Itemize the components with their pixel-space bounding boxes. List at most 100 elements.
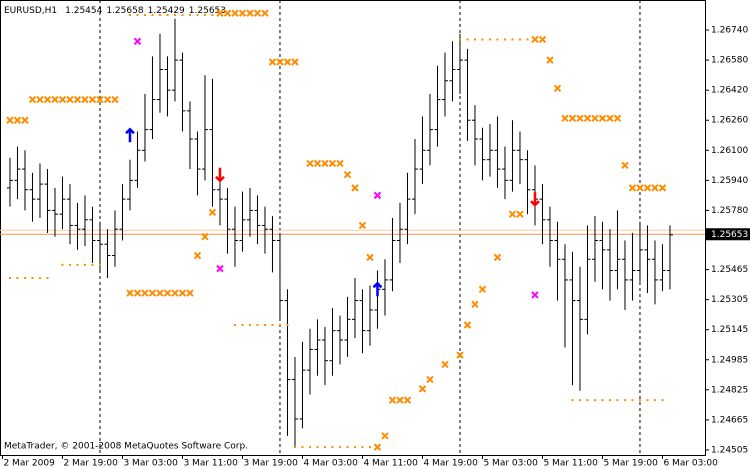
cross-marker: [561, 114, 569, 123]
level-dot: [638, 399, 641, 402]
level-dot: [623, 399, 626, 402]
x-tick-label: 3 Mar 19:00: [243, 459, 298, 469]
y-tick-label: 1.25465: [711, 265, 748, 275]
cross-marker: [43, 95, 52, 104]
level-dot: [241, 324, 244, 326]
x-tick-label: 5 Mar 19:00: [603, 459, 658, 469]
cross-marker: [366, 253, 374, 262]
cross-marker: [238, 9, 247, 17]
cross-marker: [208, 208, 217, 216]
last-price-box: [706, 228, 750, 241]
signal-marker: [216, 264, 224, 273]
cross-marker: [133, 289, 142, 297]
level-dot: [316, 446, 319, 449]
cross-marker: [456, 351, 464, 359]
header-value: 1.25658: [106, 6, 143, 16]
y-tick-label: 1.25940: [711, 176, 748, 186]
cross-marker: [231, 9, 239, 17]
level-dot: [143, 14, 146, 17]
level-dot: [511, 38, 514, 41]
cross-marker: [88, 95, 97, 104]
cross-marker: [628, 184, 637, 192]
level-dot: [61, 263, 64, 266]
level-dot: [203, 14, 206, 17]
cross-marker: [591, 114, 599, 123]
cross-marker: [276, 58, 284, 66]
cross-marker: [141, 289, 149, 297]
level-dot: [571, 399, 574, 402]
level-dot: [338, 446, 341, 449]
cross-marker: [193, 251, 202, 260]
level-dot: [601, 399, 604, 402]
cross-marker: [463, 321, 472, 329]
cross-marker: [246, 9, 254, 17]
level-dot: [91, 263, 94, 266]
cross-marker: [478, 285, 487, 294]
x-tick-label: 5 Mar 11:00: [543, 459, 598, 469]
x-tick-label: 4 Mar 11:00: [363, 459, 418, 469]
cross-marker: [546, 56, 554, 64]
y-tick-label: 1.25305: [711, 295, 748, 305]
level-dot: [158, 14, 161, 17]
y-tick-label: 1.26580: [711, 56, 748, 66]
cross-marker: [178, 289, 187, 297]
level-dot: [181, 14, 184, 17]
level-dot: [23, 277, 26, 280]
cross-marker: [216, 9, 224, 17]
level-dot: [323, 446, 326, 449]
level-dot: [593, 399, 596, 402]
cross-marker: [658, 184, 667, 192]
level-dot: [631, 399, 634, 402]
cross-marker: [6, 116, 14, 124]
level-dot: [488, 38, 491, 41]
cross-marker: [516, 210, 524, 218]
cross-marker: [403, 396, 412, 404]
y-tick-label: 1.26740: [711, 26, 748, 36]
level-dot: [368, 446, 371, 449]
arrow: [215, 167, 225, 183]
cross-marker: [343, 171, 352, 179]
cross-marker: [643, 184, 652, 192]
cross-marker: [576, 114, 584, 123]
cross-marker: [96, 95, 104, 104]
cross-marker: [493, 253, 502, 262]
level-dot: [233, 324, 236, 326]
cross-marker: [291, 58, 299, 66]
level-dot: [211, 14, 214, 17]
level-dot: [196, 14, 199, 17]
signal-marker: [133, 37, 142, 46]
cross-marker: [531, 35, 539, 44]
cross-marker: [606, 114, 614, 123]
last-price-label: 1.25653: [711, 230, 748, 240]
plot-frame: [0, 0, 706, 456]
level-dot: [38, 277, 41, 280]
level-dot: [278, 324, 281, 326]
y-tick-label: 1.24505: [711, 445, 748, 455]
level-dot: [526, 38, 529, 41]
cross-marker: [568, 114, 577, 123]
y-tick-label: 1.24985: [711, 355, 748, 365]
level-dot: [166, 14, 169, 17]
cross-marker: [426, 375, 434, 384]
level-dot: [31, 277, 34, 280]
cross-marker: [223, 9, 232, 17]
level-dot: [76, 263, 79, 266]
header-value: 1.25454: [65, 6, 102, 16]
cross-marker: [21, 116, 29, 124]
level-dot: [503, 38, 506, 41]
cross-marker: [538, 35, 547, 44]
level-dot: [496, 38, 499, 41]
cross-marker: [613, 114, 622, 123]
level-dot: [308, 446, 311, 449]
cross-marker: [598, 114, 607, 123]
y-tick-label: 1.24665: [711, 415, 748, 425]
level-dot: [46, 277, 49, 280]
level-dot: [128, 14, 131, 17]
x-tick-label: 4 Mar 03:00: [303, 459, 358, 469]
cross-marker: [58, 95, 67, 104]
level-dot: [256, 324, 259, 326]
symbol: EURUSD,H1: [4, 6, 57, 16]
level-dot: [646, 399, 649, 402]
level-dot: [586, 399, 589, 402]
cross-marker: [171, 289, 179, 297]
